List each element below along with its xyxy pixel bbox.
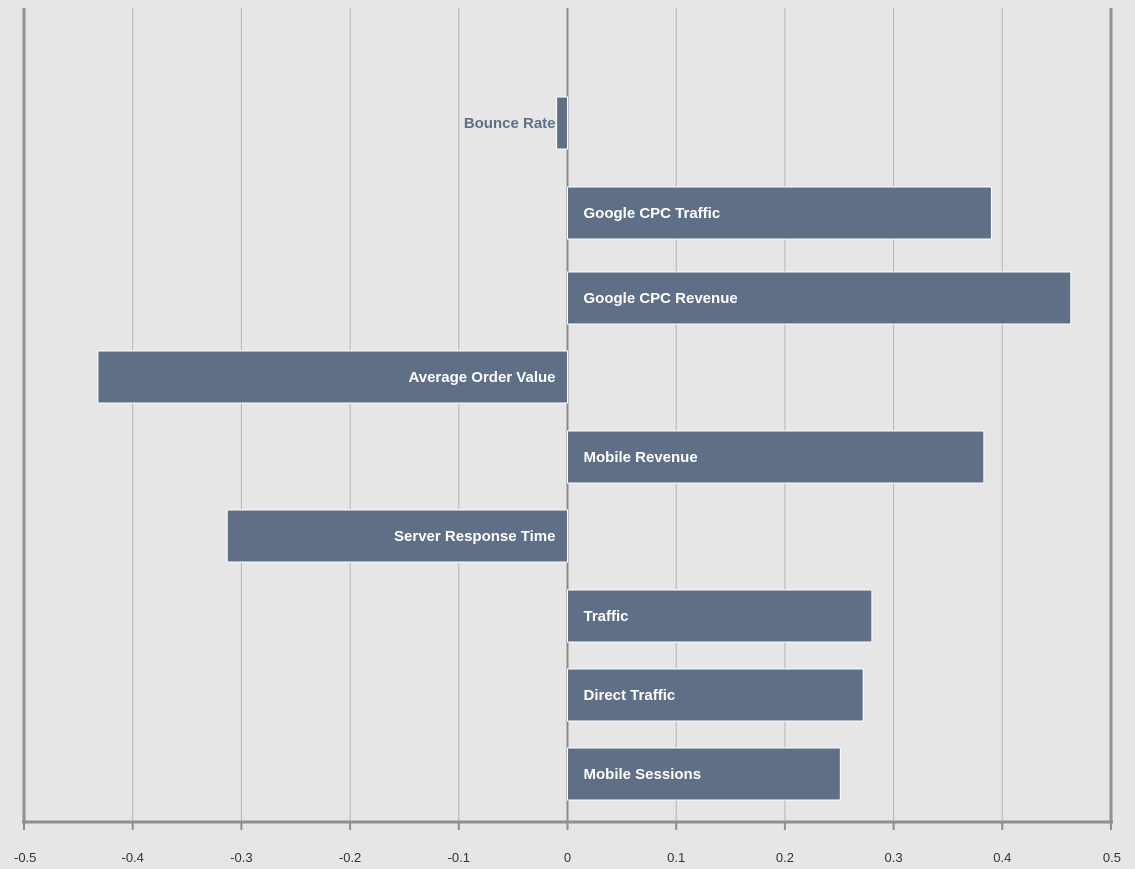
x-tick-label: 0.2 <box>776 850 794 865</box>
bar-label: Google CPC Revenue <box>584 290 738 307</box>
bar <box>567 747 841 801</box>
bar-label: Mobile Sessions <box>584 766 702 783</box>
x-tick-label: 0.4 <box>993 850 1011 865</box>
bar <box>567 589 873 643</box>
x-tick-label: -0.2 <box>339 850 361 865</box>
bar-label: Direct Traffic <box>584 687 676 704</box>
x-tick-label: -0.5 <box>14 850 36 865</box>
bar-label: Bounce Rate <box>464 115 556 132</box>
x-tick-label: -0.4 <box>121 850 143 865</box>
bar <box>567 186 992 240</box>
x-tick-label: 0.1 <box>667 850 685 865</box>
bar <box>567 271 1072 325</box>
x-tick-label: -0.3 <box>230 850 252 865</box>
bar <box>226 509 568 563</box>
bars: Bounce Rate Google CPC Traffic Google CPC … <box>97 96 1072 801</box>
bar-label: Google CPC Traffic <box>584 205 721 222</box>
bar-label: Average Order Value <box>408 369 555 386</box>
bar-label: Traffic <box>584 608 629 625</box>
bar <box>567 668 864 722</box>
bar-label: Mobile Revenue <box>584 449 698 466</box>
bar-label: Server Response Time <box>394 528 555 545</box>
bar <box>97 350 569 404</box>
bar <box>556 96 569 150</box>
x-tick-label: 0.5 <box>1103 850 1121 865</box>
bar <box>567 430 985 484</box>
x-tick-label: -0.1 <box>448 850 470 865</box>
x-tick-label: 0.3 <box>885 850 903 865</box>
x-axis: -0.5 -0.4 -0.3 -0.2 -0.1 0 0.1 0.2 0.3 0.4 0.5 <box>14 8 1121 865</box>
x-tick-label: 0 <box>564 850 571 865</box>
